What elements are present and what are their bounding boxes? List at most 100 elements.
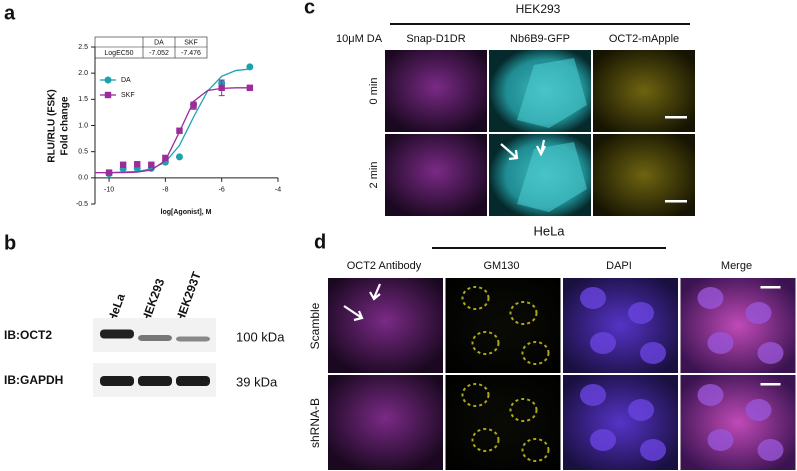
legend-label: SKF [121, 92, 135, 99]
column-label: DAPI [606, 260, 632, 272]
nucleus [640, 439, 666, 461]
legend-label: DA [121, 77, 131, 84]
band [138, 335, 172, 341]
row-label: shRNA-B [308, 398, 322, 448]
band [138, 376, 172, 386]
band [100, 329, 134, 339]
fit-curve [95, 87, 250, 174]
panel-label: c [304, 0, 315, 18]
table-cell: -7.476 [181, 50, 201, 57]
micrograph [385, 50, 487, 132]
marker [246, 63, 254, 71]
marker [218, 84, 225, 92]
treatment: 10μM DA [336, 33, 383, 45]
column-label: Nb6B9-GFP [510, 33, 570, 45]
marker [190, 102, 197, 109]
nucleus [461, 383, 490, 407]
legend-marker [104, 76, 112, 84]
nucleus [707, 429, 734, 451]
nucleus [521, 438, 550, 462]
nucleus [628, 399, 654, 421]
arrow [343, 283, 382, 322]
arrow [500, 139, 546, 161]
cell-line: HeLa [533, 223, 565, 238]
micrograph [593, 134, 695, 216]
nucleus [471, 331, 500, 355]
nucleus [757, 342, 784, 364]
column-label: GM130 [483, 260, 519, 272]
marker [162, 154, 169, 162]
cell-shape [517, 58, 587, 128]
nucleus [509, 398, 538, 422]
scale-bar [665, 116, 687, 119]
y-tick-label: 0.5 [78, 149, 88, 156]
table-header: DA [154, 39, 164, 46]
legend-marker [104, 91, 112, 99]
marker [105, 169, 113, 176]
x-tick-label: -8 [162, 187, 168, 194]
scale-bar [760, 286, 781, 289]
nucleus [745, 399, 772, 421]
blot-label: IB:OCT2 [4, 328, 52, 342]
y-axis-label: Fold change [60, 96, 71, 155]
nucleus [757, 439, 784, 461]
cell-line: HEK293 [516, 2, 561, 16]
scale-bar [665, 200, 687, 203]
x-axis-label: log[Agonist], M [161, 209, 212, 216]
band [100, 376, 134, 386]
table-frame [94, 36, 208, 59]
nucleus [471, 428, 500, 452]
scale-bar [760, 383, 781, 386]
table-row-label: LogEC50 [104, 50, 133, 57]
nucleus [521, 341, 550, 365]
nucleus [590, 429, 616, 451]
nucleus [697, 384, 724, 406]
marker [119, 161, 127, 168]
y-axis-label: RLU/RLU (FSK) [47, 89, 58, 162]
blot-label: IB:GAPDH [4, 373, 63, 387]
y-tick-label: 1.5 [78, 96, 88, 103]
nucleus [509, 301, 538, 325]
micrograph [445, 375, 561, 470]
panel-label: d [314, 231, 326, 253]
nucleus [697, 287, 724, 309]
y-tick-label: 1.0 [78, 122, 88, 129]
marker [246, 84, 254, 92]
marker [176, 127, 183, 134]
y-tick-label: 2.0 [78, 70, 88, 77]
micrograph [445, 278, 561, 373]
row-label: Scamble [308, 302, 322, 349]
column-label: Merge [721, 260, 752, 272]
column-label: OCT2-mApple [609, 33, 679, 45]
marker [134, 161, 141, 168]
table-header: SKF [184, 39, 198, 46]
x-tick-label: -4 [275, 187, 281, 194]
column-label: OCT2 Antibody [347, 260, 422, 272]
lane-label: HEK293 [139, 276, 168, 324]
column-label: Snap-D1DR [406, 33, 465, 45]
blot-size: 39 kDa [236, 374, 278, 389]
panel-label: b [4, 232, 16, 254]
lane-label: HEK293T [173, 269, 204, 324]
y-tick-label: -0.5 [76, 201, 88, 208]
row-label: 2 min [368, 162, 380, 189]
nucleus [707, 332, 734, 354]
band [176, 376, 210, 386]
nucleus [628, 302, 654, 324]
band [176, 336, 210, 342]
nucleus [745, 302, 772, 324]
nucleus [590, 332, 616, 354]
table-cell: -7.052 [149, 50, 169, 57]
micrograph [328, 375, 443, 470]
x-tick-label: -10 [104, 187, 114, 194]
cell-shape [517, 142, 587, 212]
nucleus [580, 287, 606, 309]
y-tick-label: 0.0 [78, 175, 88, 182]
nucleus [461, 286, 490, 310]
nucleus [640, 342, 666, 364]
micrograph [385, 134, 487, 216]
marker [175, 153, 183, 161]
marker [148, 161, 155, 168]
row-label: 0 min [368, 78, 380, 105]
